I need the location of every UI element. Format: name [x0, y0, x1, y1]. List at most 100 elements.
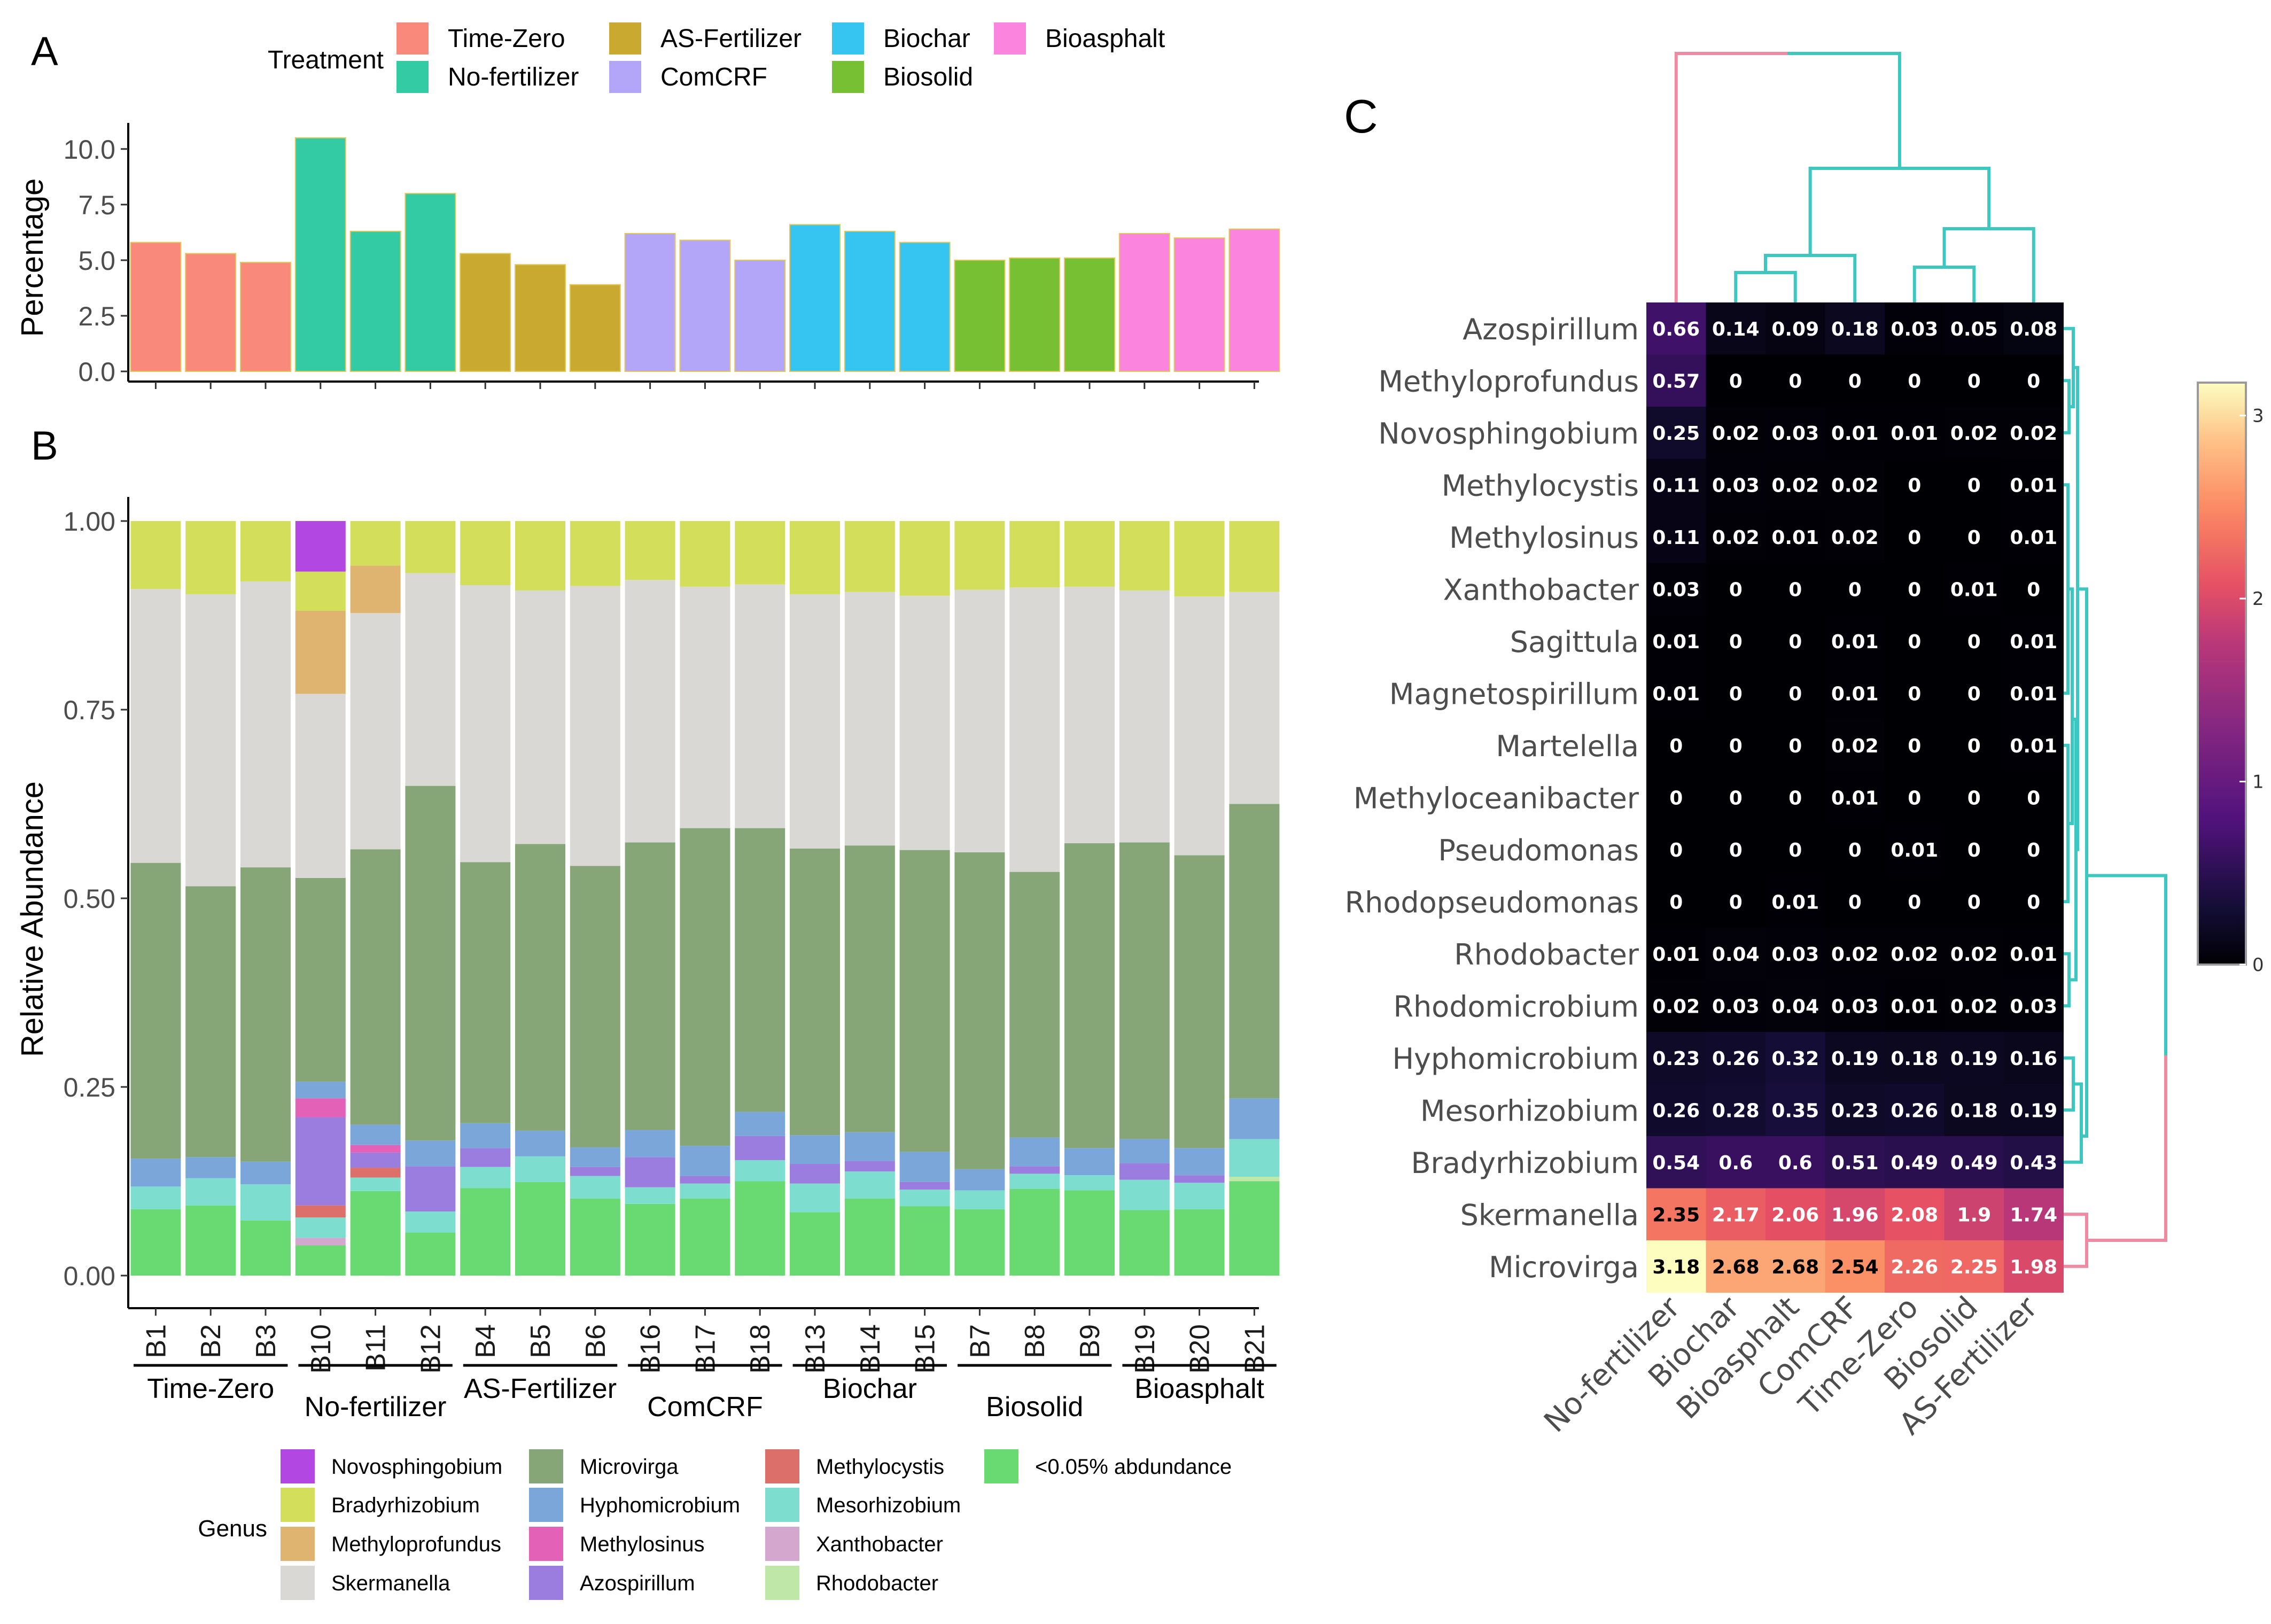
- heatmap-cell: [1766, 1032, 1825, 1084]
- panel-b-group-label: AS-Fertilizer: [464, 1373, 617, 1404]
- heatmap-cell: [1825, 511, 1885, 563]
- treatment-legend-label: ComCRF: [660, 63, 767, 91]
- heatmap-cell: [1944, 823, 2004, 876]
- panel-b-x-tick-label: B9: [1075, 1324, 1106, 1358]
- panel-b-segment-B21: [1229, 1139, 1280, 1177]
- heatmap-cell: [1766, 1084, 1825, 1137]
- panel-a-bar-B17: [679, 239, 731, 372]
- heatmap-cell: [1944, 1136, 2004, 1188]
- panel-b-segment-B10: [295, 1245, 346, 1276]
- panel-b-segment-B19: [1119, 842, 1170, 1139]
- panel-b-group-label: Biochar: [823, 1373, 917, 1404]
- heatmap-cell-value: 0: [1908, 683, 1921, 705]
- panel-b-segment-B5: [515, 844, 565, 1131]
- genus-legend-key: [529, 1566, 563, 1600]
- panel-b-segment-B10: [295, 571, 346, 611]
- heatmap-cell: [1766, 719, 1825, 772]
- heatmap-cell-value: 0: [1967, 475, 1981, 496]
- panel-b-segment-B12: [405, 1211, 456, 1233]
- heatmap-cell: [1885, 1188, 1945, 1241]
- panel-b-segment-B17: [680, 1198, 730, 1276]
- heatmap-row-label: Novosphingobium: [1378, 417, 1639, 450]
- heatmap-cell-value: 2.25: [1950, 1256, 1998, 1278]
- panel-b-segment-B9: [1064, 843, 1115, 1148]
- panel-b-segment-B9: [1064, 1190, 1115, 1276]
- heatmap-cell-value: 0.28: [1712, 1100, 1760, 1122]
- panel-b-segment-B10: [295, 1117, 346, 1206]
- heatmap-cell-value: 0.57: [1652, 370, 1700, 392]
- heatmap-cell: [1885, 875, 1945, 928]
- treatment-legend-key: [396, 61, 429, 93]
- heatmap-cell: [1885, 719, 1945, 772]
- genus-legend-key: [765, 1566, 799, 1600]
- heatmap-cell-value: 0.32: [1771, 1048, 1819, 1070]
- heatmap-cell-value: 0.6: [1778, 1152, 1813, 1174]
- heatmap-cell-value: 0: [1788, 735, 1802, 757]
- heatmap-row-label: Pseudomonas: [1438, 834, 1639, 867]
- panel-b-segment-B20: [1174, 855, 1225, 1148]
- heatmap-cell: [1825, 875, 1885, 928]
- heatmap-cell-value: 0.26: [1652, 1100, 1700, 1122]
- panel-b-segment-B14: [844, 1132, 895, 1161]
- genus-legend-key: [281, 1488, 315, 1522]
- panel-b-segment-B12: [405, 573, 456, 786]
- column-dendrogram-branch: [1674, 52, 1787, 302]
- heatmap-cell: [1706, 1136, 1766, 1188]
- panel-label-c: C: [1344, 90, 1378, 143]
- heatmap-cell: [1766, 875, 1825, 928]
- heatmap-cell-value: 1.74: [2010, 1204, 2057, 1226]
- heatmap-row-label: Azospirillum: [1463, 313, 1639, 346]
- heatmap-cell-value: 2.68: [1712, 1256, 1760, 1278]
- heatmap-cell-value: 2.35: [1652, 1204, 1700, 1226]
- heatmap-cell: [1885, 459, 1945, 511]
- heatmap-cell: [1706, 615, 1766, 667]
- panel-b-segment-B13: [790, 1183, 840, 1213]
- treatment-legend-key: [832, 22, 864, 55]
- heatmap-cell-value: 0: [1848, 370, 1862, 392]
- panel-b-segment-B15: [899, 1190, 950, 1207]
- heatmap-cell: [2004, 1240, 2064, 1293]
- panel-b-segment-B16: [625, 1187, 675, 1204]
- panel-b-segment-B4: [460, 1123, 511, 1148]
- heatmap-cell-value: 0.19: [2010, 1100, 2057, 1122]
- panel-b-segment-B18: [735, 1181, 785, 1276]
- heatmap-cell-value: 0: [1967, 891, 1981, 913]
- row-dendrogram: [2064, 327, 2167, 1268]
- heatmap-cell-value: 0: [1967, 631, 1981, 653]
- panel-b-segment-B13: [790, 1164, 840, 1184]
- panel-b-segment-B10: [295, 521, 346, 572]
- genus-legend-label: Mesorhizobium: [816, 1494, 961, 1517]
- heatmap-cell: [1706, 980, 1766, 1032]
- panel-b-segment-B11: [350, 1168, 401, 1178]
- heatmap-cell-value: 0: [1908, 527, 1921, 549]
- heatmap-cell: [1825, 667, 1885, 720]
- heatmap-cell: [1706, 563, 1766, 616]
- heatmap-cell-value: 0.01: [2010, 683, 2057, 705]
- heatmap-cell: [2004, 1136, 2064, 1188]
- heatmap-cell-value: 0.11: [1652, 475, 1700, 496]
- treatment-legend-label: No-fertilizer: [448, 63, 579, 91]
- panel-b-segment-B15: [899, 521, 950, 596]
- heatmap-cell: [1825, 1240, 1885, 1293]
- panel-b-x-tick-label: B7: [965, 1324, 995, 1358]
- panel-b-segment-B21: [1229, 1181, 1280, 1276]
- panel-b-segment-B13: [790, 521, 840, 594]
- heatmap-cell: [2004, 459, 2064, 511]
- genus-legend-label: Novosphingobium: [331, 1455, 502, 1479]
- heatmap-cell: [1706, 459, 1766, 511]
- heatmap-cell: [1885, 1032, 1945, 1084]
- panel-b-y-tick-label: 0.75: [64, 695, 115, 725]
- panel-a-y-axis-label: Percentage: [15, 178, 50, 337]
- heatmap-cell: [1825, 719, 1885, 772]
- heatmap-cell: [1944, 615, 2004, 667]
- treatment-legend-label: Biochar: [883, 25, 970, 53]
- heatmap-row-label: Xanthobacter: [1443, 573, 1639, 607]
- panel-b-segment-B4: [460, 1188, 511, 1276]
- heatmap-cell-value: 0.23: [1831, 1100, 1879, 1122]
- panel-b-segment-B6: [570, 1167, 620, 1176]
- heatmap-cell-value: 0.02: [1831, 475, 1879, 496]
- panel-b-segment-B11: [350, 613, 401, 850]
- heatmap-cell: [1646, 1084, 1706, 1137]
- heatmap-cell-value: 0.19: [1950, 1048, 1998, 1070]
- heatmap-cell-value: 0.03: [1831, 996, 1879, 1017]
